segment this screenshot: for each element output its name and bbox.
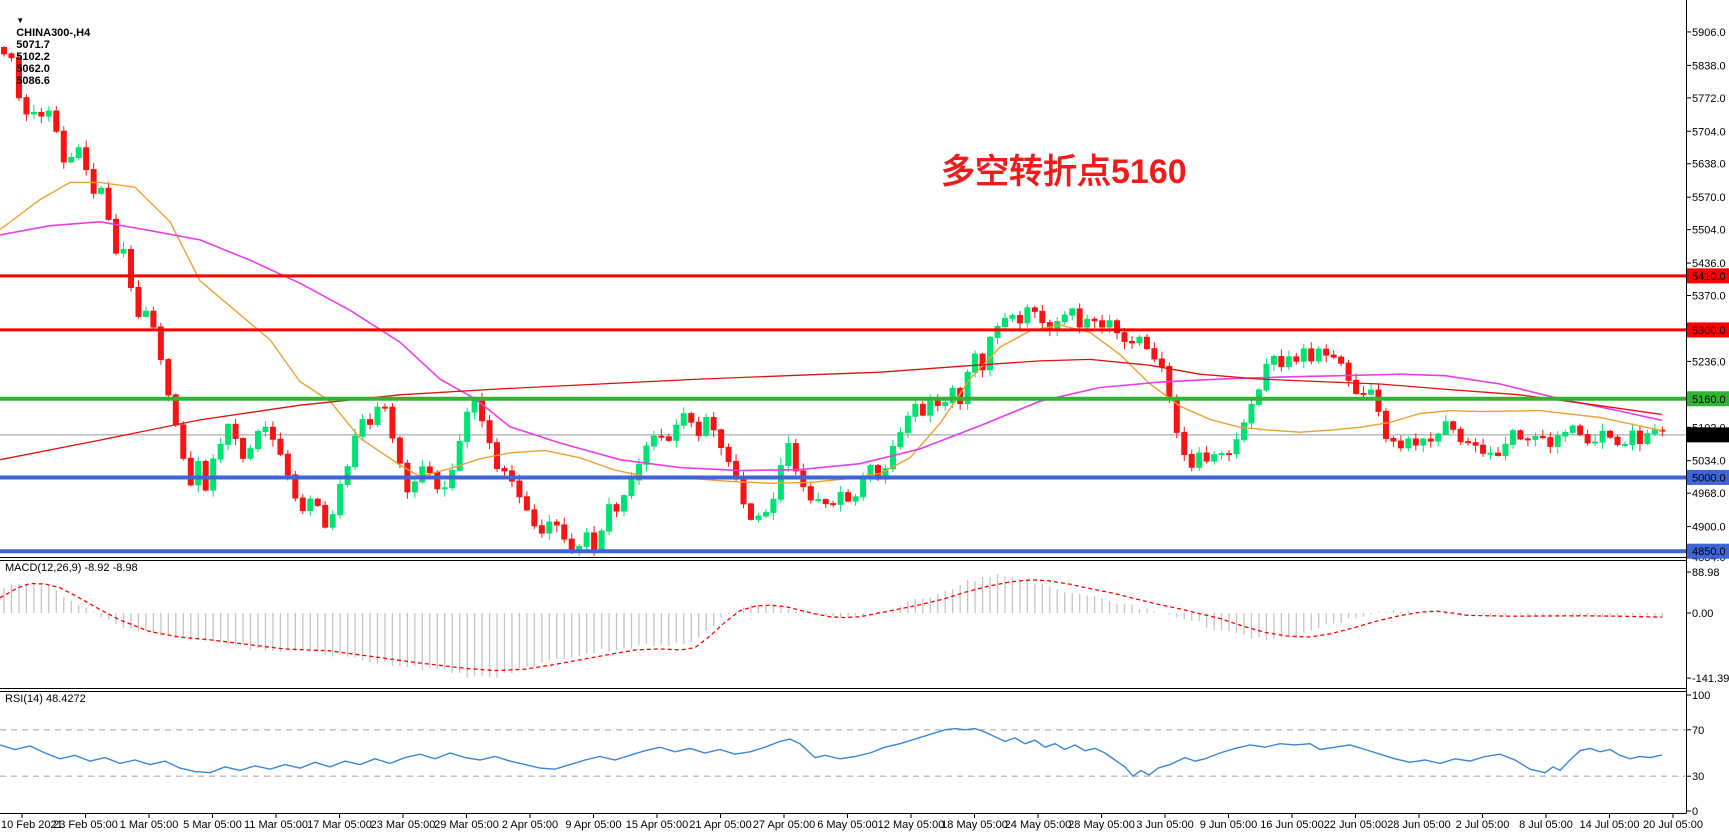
date-tick-label: 18 May 05:00 — [941, 819, 1008, 831]
price-level-label: 4850.0 — [1692, 546, 1726, 558]
macd-axis: 88.98 0.00 -141.39 — [1686, 567, 1729, 685]
price-tick-label: 5570.0 — [1692, 192, 1726, 204]
date-tick-label: 21 Apr 05:00 — [689, 819, 751, 831]
price-tick-label: 4900.0 — [1692, 522, 1726, 534]
date-tick-label: 9 Jun 05:00 — [1200, 819, 1258, 831]
macd-signal-line — [0, 579, 1663, 672]
ma-orange — [0, 181, 1663, 485]
rsi-tick-label: 100 — [1692, 690, 1710, 702]
ohlc-high: 5102.2 — [16, 51, 50, 63]
price-level-box — [1687, 543, 1729, 559]
ohlc-close: 5086.6 — [16, 75, 50, 87]
annotation-text[interactable]: 多空转折点5160 — [941, 153, 1187, 191]
price-tick-label: 5236.0 — [1692, 356, 1726, 368]
macd-tick-label: -141.39 — [1692, 673, 1729, 685]
date-tick-label: 27 Apr 05:00 — [753, 819, 815, 831]
date-tick-label: 3 Jun 05:00 — [1136, 819, 1194, 831]
rsi-pane — [0, 727, 1686, 778]
price-level-label: 5410.0 — [1692, 271, 1726, 283]
date-tick-label: 9 Apr 05:00 — [565, 819, 621, 831]
rsi-tick-label: 30 — [1692, 771, 1704, 783]
symbol-name: CHINA300-,H4 — [16, 27, 91, 39]
price-level-box — [1687, 268, 1729, 284]
price-tick-label: 5034.0 — [1692, 456, 1726, 468]
date-tick-label: 10 Feb 2021 — [1, 819, 63, 831]
price-level-label: 5086.6 — [1692, 430, 1726, 442]
symbol-info-bar: ▼ CHINA300-,H4 5071.7 5102.2 5062.0 5086… — [4, 3, 95, 99]
date-tick-label: 24 May 05:00 — [1005, 819, 1072, 831]
macd-indicator-label: MACD(12,26,9) -8.92 -8.98 — [5, 562, 138, 574]
date-tick-label: 29 Mar 05:00 — [434, 819, 499, 831]
date-tick-label: 1 Mar 05:00 — [120, 819, 179, 831]
ohlc-low: 5062.0 — [16, 63, 50, 75]
price-level-label: 5300.0 — [1692, 325, 1726, 337]
ma-magenta — [0, 220, 1663, 472]
macd-tick-label: 0.00 — [1692, 608, 1713, 620]
date-tick-label: 22 Jun 05:00 — [1324, 819, 1388, 831]
date-tick-label: 8 Jul 05:00 — [1519, 819, 1573, 831]
date-tick-label: 12 May 05:00 — [878, 819, 945, 831]
rsi-axis: 100 70 30 0 — [1686, 690, 1710, 818]
ohlc-open: 5071.7 — [16, 39, 50, 51]
price-tick-label: 5906.0 — [1692, 27, 1726, 39]
moving-averages — [0, 181, 1663, 485]
price-level-box — [1687, 469, 1729, 485]
rsi-tick-label: 0 — [1692, 806, 1698, 818]
date-tick-label: 14 Jul 05:00 — [1580, 819, 1640, 831]
price-level-box — [1687, 391, 1729, 407]
price-level-label: 5000.0 — [1692, 472, 1726, 484]
date-tick-label: 20 Jul 05:00 — [1643, 819, 1703, 831]
date-tick-label: 23 Feb 05:00 — [53, 819, 118, 831]
price-tick-label: 5704.0 — [1692, 126, 1726, 138]
date-tick-label: 28 Jun 05:00 — [1387, 819, 1451, 831]
collapse-icon[interactable]: ▼ — [16, 16, 25, 25]
price-tick-label: 5772.0 — [1692, 93, 1726, 105]
date-tick-label: 5 Mar 05:00 — [183, 819, 242, 831]
price-tick-label: 5370.0 — [1692, 291, 1726, 303]
date-tick-label: 2 Apr 05:00 — [502, 819, 558, 831]
rsi-tick-label: 70 — [1692, 725, 1704, 737]
price-tick-label: 4968.0 — [1692, 488, 1726, 500]
date-tick-label: 16 Jun 05:00 — [1260, 819, 1324, 831]
date-tick-label: 17 Mar 05:00 — [307, 819, 372, 831]
date-tick-label: 6 May 05:00 — [817, 819, 878, 831]
price-tick-label: 5504.0 — [1692, 225, 1726, 237]
price-tick-label: 5838.0 — [1692, 60, 1726, 72]
date-tick-label: 15 Apr 05:00 — [626, 819, 688, 831]
level-lines[interactable] — [0, 274, 1686, 554]
price-tick-label: 5436.0 — [1692, 258, 1726, 270]
macd-tick-label: 88.98 — [1692, 567, 1720, 579]
macd-pane — [0, 574, 1663, 678]
rsi-line — [0, 727, 1663, 778]
price-level-box — [1687, 322, 1729, 338]
price-axis[interactable]: 5906.0 5838.0 5772.0 5704.0 5638.0 5570.0 5504… — [1686, 27, 1729, 564]
price-level-label: 5160.0 — [1692, 394, 1726, 406]
rsi-indicator-label: RSI(14) 48.4272 — [5, 693, 86, 705]
price-tick-label: 5638.0 — [1692, 159, 1726, 171]
price-level-box — [1687, 427, 1729, 443]
date-tick-label: 23 Mar 05:00 — [371, 819, 436, 831]
pane-borders — [0, 0, 1687, 814]
date-tick-label: 11 Mar 05:00 — [244, 819, 308, 831]
date-tick-label: 28 May 05:00 — [1068, 819, 1135, 831]
date-tick-label: 2 Jul 05:00 — [1456, 819, 1510, 831]
